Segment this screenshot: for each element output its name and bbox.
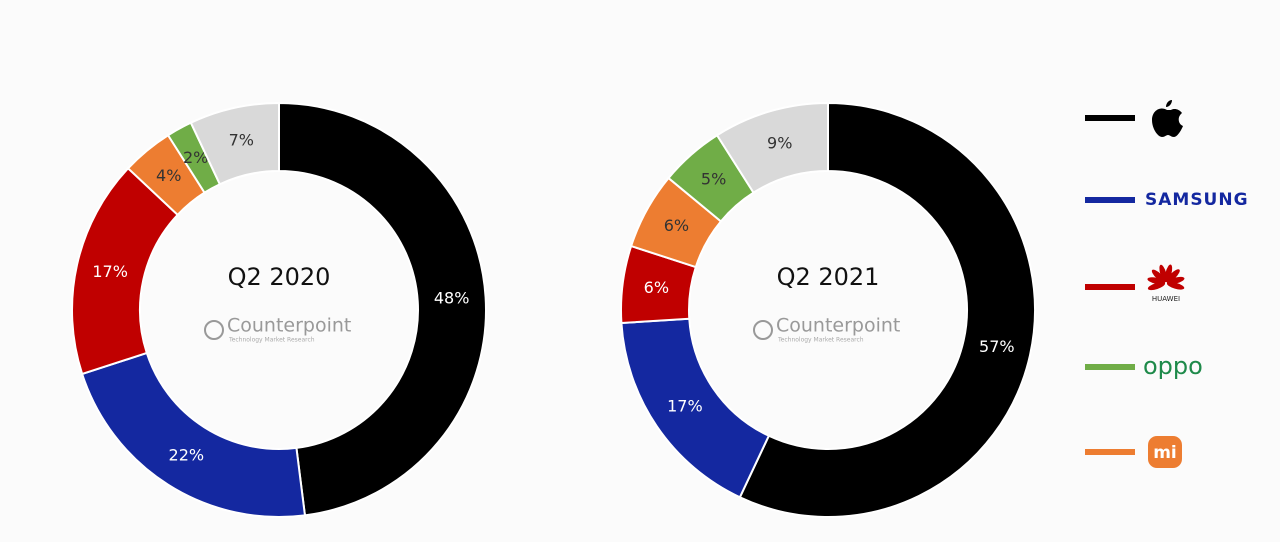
legend-label: mi (1153, 443, 1177, 463)
donut-slice (278, 101, 487, 517)
legend-label: oppo (1143, 352, 1203, 380)
slice-label: 9% (767, 133, 792, 152)
slice-label: 17% (667, 397, 703, 416)
donut-slice (715, 101, 829, 195)
huawei-petal (1151, 269, 1166, 283)
huawei-petal (1166, 269, 1180, 283)
mi-logo-box (1148, 436, 1182, 468)
watermark: Counterpoint (776, 315, 900, 337)
donut-slice (738, 101, 1036, 518)
slice-label: 2% (183, 148, 208, 167)
slice-label: 7% (229, 131, 254, 150)
slice-label: 22% (169, 446, 205, 465)
huawei-petal (1164, 264, 1173, 283)
huawei-petal (1166, 281, 1185, 290)
watermark: Counterpoint (227, 315, 351, 337)
watermark-logo (204, 320, 224, 340)
legend-label: SAMSUNG (1145, 190, 1249, 210)
chart-title: Q2 2021 (777, 263, 880, 291)
watermark-logo (753, 320, 773, 340)
slice-label: 5% (701, 170, 726, 189)
slice-label: 6% (664, 216, 689, 235)
legend-label: HUAWEI (1152, 295, 1180, 303)
slice-label: 48% (434, 289, 470, 308)
slice-label: 17% (92, 262, 128, 281)
slice-label: 6% (644, 278, 669, 297)
watermark-subtitle: Technology Market Research (777, 337, 864, 344)
slice-label: 57% (979, 337, 1015, 356)
slice-label: 4% (156, 166, 181, 185)
chart-title: Q2 2020 (228, 263, 331, 291)
watermark-subtitle: Technology Market Research (228, 337, 315, 344)
apple-logo (1152, 100, 1183, 137)
donut-slice (189, 101, 280, 186)
